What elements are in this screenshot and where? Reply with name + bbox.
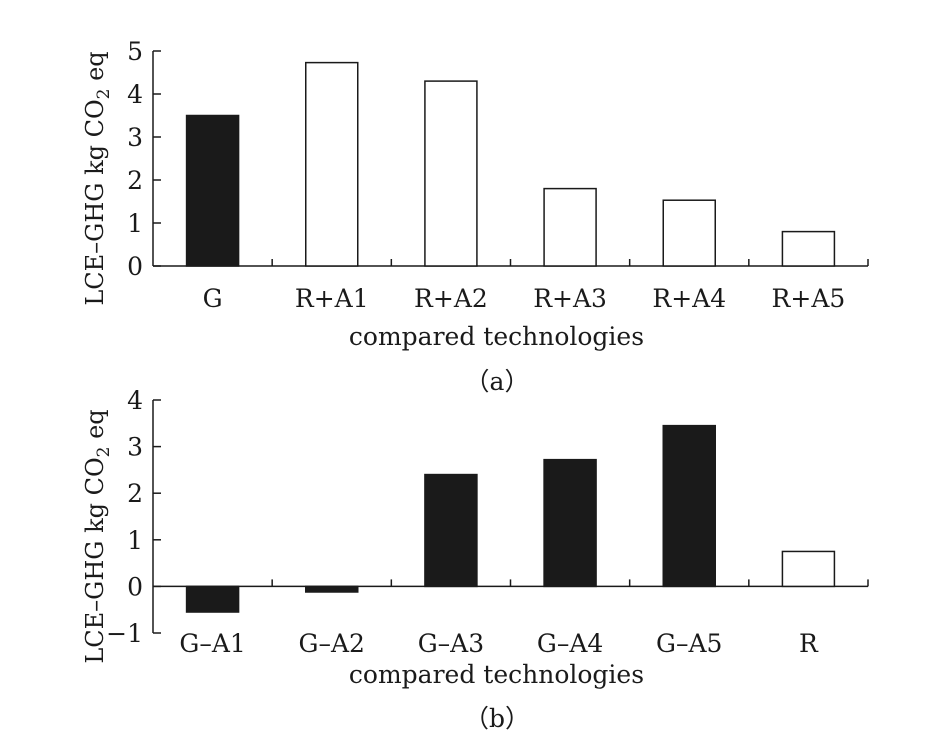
x-tick-label-a-4: R+A4 bbox=[652, 284, 726, 313]
y-tick-label-b-2: 1 bbox=[127, 526, 143, 555]
y-axis-label-a: LCE–GHG kg CO2 eq bbox=[81, 51, 114, 305]
panel-caption-a: （a） bbox=[465, 367, 530, 396]
y-tick-label-a-5: 5 bbox=[127, 37, 143, 66]
panel-caption-b: （b） bbox=[464, 704, 530, 733]
y-axis-label-main-b: LCE–GHG kg CO bbox=[81, 457, 109, 663]
x-tick-label-a-0: G bbox=[203, 284, 223, 313]
y-tick-label-b-0: −1 bbox=[106, 619, 143, 648]
bar-a-4 bbox=[662, 199, 716, 267]
x-tick-label-a-3: R+A3 bbox=[533, 284, 607, 313]
x-tick-label-a-5: R+A5 bbox=[772, 284, 846, 313]
y-tick-label-a-0: 0 bbox=[127, 252, 143, 281]
y-tick-label-b-1: 0 bbox=[127, 572, 143, 601]
x-tick-label-b-0: G–A1 bbox=[179, 629, 245, 658]
y-tick-label-a-4: 4 bbox=[127, 80, 143, 109]
bar-b-1 bbox=[305, 585, 359, 593]
y-tick-label-b-4: 3 bbox=[127, 433, 143, 462]
bar-a-2 bbox=[424, 80, 478, 267]
y-axis-label-main-a: LCE–GHG kg CO bbox=[81, 99, 109, 305]
x-tick-label-b-1: G–A2 bbox=[299, 629, 365, 658]
chart-panel-a: 0 1 2 3 4 5 G R+A1 R+A2 R+A3 R+A4 R+A5 compared tech… bbox=[81, 37, 869, 396]
bar-a-5 bbox=[781, 230, 836, 267]
bar-b-0 bbox=[185, 585, 240, 613]
y-axis-label-b: LCE–GHG kg CO2 eq bbox=[81, 409, 114, 663]
y-axis-label-unit-a: eq bbox=[81, 51, 109, 88]
y-axis-label-subscript-a: 2 bbox=[94, 89, 114, 100]
bar-a-0 bbox=[185, 114, 240, 267]
y-tick-label-b-5: 4 bbox=[127, 386, 143, 415]
y-tick-label-b-3: 2 bbox=[127, 479, 143, 508]
x-tick-label-b-3: G–A4 bbox=[537, 629, 603, 658]
x-axis-label-b: compared technologies bbox=[349, 660, 644, 689]
y-axis-label-unit-b: eq bbox=[81, 409, 109, 446]
bar-b-5 bbox=[781, 550, 836, 588]
x-tick-label-a-1: R+A1 bbox=[295, 284, 369, 313]
x-tick-label-b-4: G–A5 bbox=[656, 629, 722, 658]
bar-a-3 bbox=[543, 187, 597, 267]
y-axis-label-subscript-b: 2 bbox=[94, 447, 114, 458]
bar-b-2 bbox=[424, 473, 478, 588]
x-axis-label-a: compared technologies bbox=[349, 322, 644, 351]
y-tick-label-a-3: 3 bbox=[127, 123, 143, 152]
x-tick-label-a-2: R+A2 bbox=[414, 284, 488, 313]
x-tick-label-b-5: R bbox=[799, 629, 819, 658]
bar-a-1 bbox=[305, 61, 359, 267]
x-tick-label-b-2: G–A3 bbox=[418, 629, 484, 658]
bar-b-3 bbox=[543, 458, 597, 588]
bar-b-4 bbox=[662, 424, 716, 588]
y-tick-label-a-2: 2 bbox=[127, 166, 143, 195]
y-tick-label-a-1: 1 bbox=[127, 209, 143, 238]
